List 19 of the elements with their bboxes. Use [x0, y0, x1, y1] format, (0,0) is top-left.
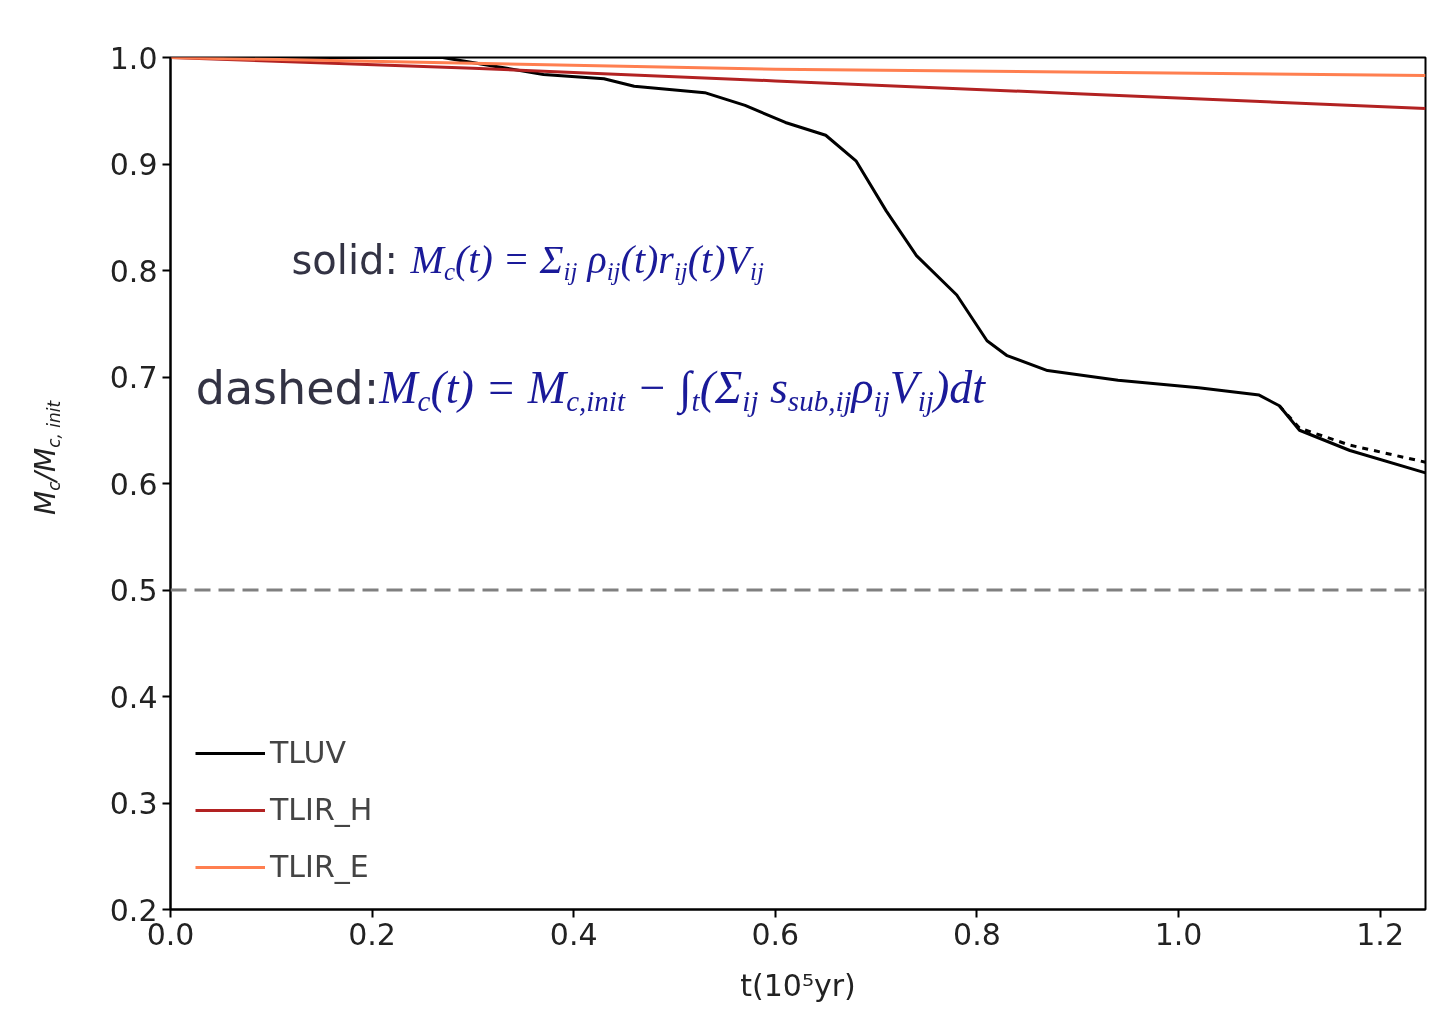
y-tick-label: 0.8 [109, 253, 158, 289]
legend-label: TLIR_H [270, 792, 373, 827]
x-tick-label: 0.4 [549, 916, 598, 952]
y-tick-label: 0.5 [109, 573, 158, 608]
y-tick-label: 0.7 [109, 360, 158, 395]
y-tick-label: 1.0 [109, 40, 158, 76]
x-tick-label: 1.0 [1154, 916, 1203, 952]
y-tick-label: 0.3 [109, 786, 158, 821]
x-tick-label: 0.6 [751, 916, 800, 952]
y-tick-label: 0.6 [109, 466, 158, 502]
y-axis-title: Mc/Mc, init [29, 399, 64, 515]
y-tick-label: 0.9 [109, 147, 158, 182]
x-tick-label: 0.2 [348, 916, 396, 952]
legend-label: TLIR_E [270, 849, 369, 884]
legend-label: TLUV [270, 735, 347, 770]
x-tick-label: 0.8 [953, 916, 1001, 952]
y-tick-label: 0.4 [109, 679, 158, 715]
x-axis-title: t(10⁵yr) [740, 967, 856, 1003]
x-tick-label: 1.2 [1356, 916, 1404, 952]
